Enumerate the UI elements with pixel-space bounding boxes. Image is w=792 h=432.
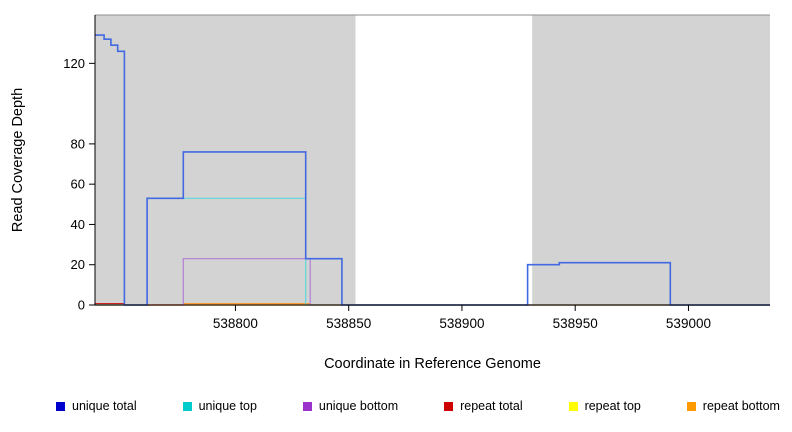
legend-label-unique-bottom: unique bottom xyxy=(318,399,399,413)
legend-swatch-repeat-top xyxy=(568,401,578,411)
y-tick-label: 80 xyxy=(71,136,85,151)
shaded-region xyxy=(532,15,770,305)
y-tick-label: 120 xyxy=(63,56,85,71)
legend-item-repeat-total: repeat total xyxy=(444,399,523,413)
legend-item-unique-total: unique total xyxy=(56,399,137,413)
x-tick-label: 539000 xyxy=(666,316,711,331)
x-tick-label: 538900 xyxy=(439,316,484,331)
legend-swatch-repeat-total xyxy=(444,401,454,411)
legend: unique total unique top unique bottom re… xyxy=(0,399,792,413)
legend-item-repeat-top: repeat top xyxy=(568,399,641,413)
y-tick-label: 0 xyxy=(78,298,85,313)
y-tick-label: 40 xyxy=(71,217,85,232)
x-axis-title: Coordinate in Reference Genome xyxy=(324,356,541,372)
legend-label-repeat-total: repeat total xyxy=(460,399,523,413)
shaded-region xyxy=(95,15,356,305)
legend-label-repeat-bottom: repeat bottom xyxy=(702,399,780,413)
x-tick-label: 538850 xyxy=(326,316,371,331)
y-tick-label: 20 xyxy=(71,257,85,272)
series-unique-total xyxy=(95,34,770,306)
legend-swatch-unique-top xyxy=(182,401,192,411)
coverage-plot: 0 20 40 60 80 120 538800 538850 538900 538950 5390… xyxy=(10,14,770,372)
legend-label-unique-top: unique top xyxy=(198,399,257,413)
legend-item-repeat-bottom: repeat bottom xyxy=(686,399,780,413)
x-tick-label: 538950 xyxy=(553,316,598,331)
legend-label-repeat-top: repeat top xyxy=(584,399,641,413)
x-tick-label: 538800 xyxy=(213,316,258,331)
legend-swatch-unique-bottom xyxy=(302,401,312,411)
y-tick-label: 60 xyxy=(71,177,85,192)
legend-swatch-unique-total xyxy=(56,401,65,411)
y-axis-title: Read Coverage Depth xyxy=(10,88,26,232)
legend-swatch-repeat-bottom xyxy=(686,401,696,411)
legend-item-unique-bottom: unique bottom xyxy=(302,399,399,413)
legend-item-unique-top: unique top xyxy=(182,399,257,413)
legend-label-unique-total: unique total xyxy=(72,399,137,413)
